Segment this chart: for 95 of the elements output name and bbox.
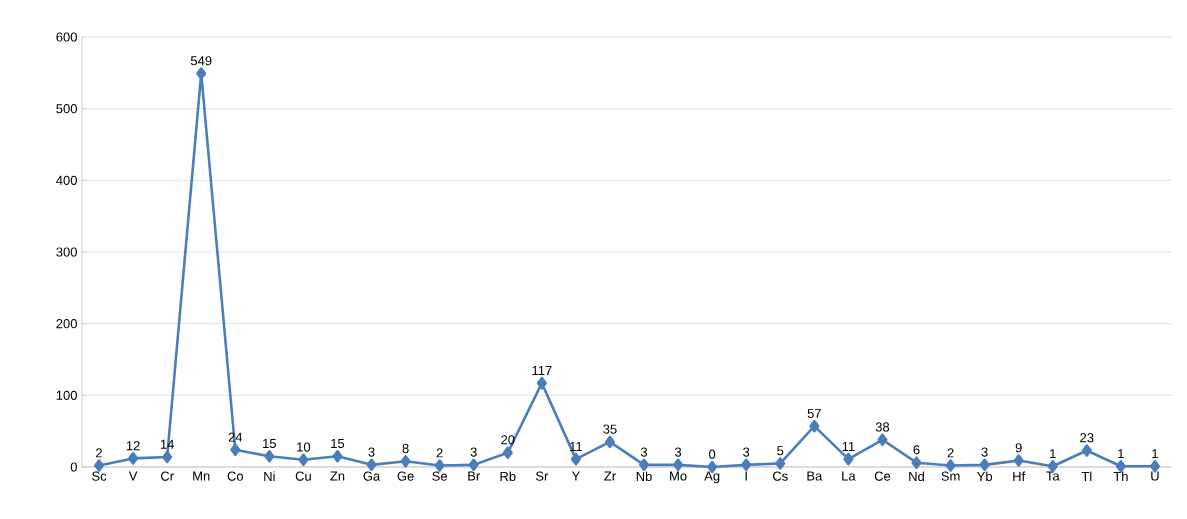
x-tick-label: Mo <box>670 471 687 481</box>
data-label: 117 <box>532 366 552 375</box>
point <box>877 433 888 447</box>
data-label: 3 <box>470 447 477 457</box>
data-label: 549 <box>190 56 212 66</box>
y-tick-label: 0 <box>70 462 77 472</box>
x-tick-label: Mn <box>193 471 210 481</box>
point <box>400 454 411 468</box>
data-label: 8 <box>402 443 409 454</box>
x-tick-label: Ge <box>397 471 414 481</box>
point <box>434 459 445 472</box>
x-tick-label: Cr <box>160 471 174 481</box>
x-tick-label: Sc <box>92 471 107 481</box>
data-label: 1 <box>1050 449 1056 459</box>
x-tick-label: Ta <box>1046 471 1060 481</box>
point <box>162 450 173 464</box>
data-label: 1 <box>1152 449 1158 459</box>
data-label: 12 <box>126 441 140 451</box>
point <box>366 458 377 472</box>
data-label: 2 <box>436 448 443 458</box>
x-tick-label: Th <box>1113 471 1128 481</box>
x-tick-label: Y <box>571 471 580 481</box>
data-label: 3 <box>743 447 750 457</box>
x-tick-label: Sr <box>535 471 549 481</box>
data-label: 11 <box>842 441 855 451</box>
y-tick-label: 200 <box>56 319 77 329</box>
x-tick-label: Ga <box>363 471 381 481</box>
data-label: 3 <box>640 447 648 457</box>
x-tick-label: Co <box>227 471 244 481</box>
point <box>843 452 854 466</box>
data-label: 5 <box>777 446 784 456</box>
x-tick-label: Se <box>432 471 448 481</box>
point <box>1081 444 1092 457</box>
data-label: 15 <box>263 438 277 449</box>
x-tick-label: Ba <box>807 471 823 481</box>
data-label: 0 <box>709 449 716 459</box>
point <box>536 376 547 390</box>
data-label: 1 <box>1118 449 1124 459</box>
data-label: 10 <box>297 442 311 452</box>
data-label: 15 <box>331 438 345 449</box>
y-tick-label: 300 <box>56 247 77 257</box>
data-label: 2 <box>947 448 954 458</box>
x-tick-label: Rb <box>500 471 516 482</box>
x-tick-label: Hf <box>1013 471 1026 481</box>
data-label: 3 <box>981 447 988 457</box>
data-label: 2 <box>96 448 102 458</box>
point <box>298 453 309 467</box>
point <box>196 67 207 80</box>
x-tick-label: Cs <box>772 471 788 481</box>
x-tick-label: Ce <box>874 471 891 481</box>
x-tick-label: Yb <box>976 471 993 482</box>
point <box>230 443 241 457</box>
point <box>93 459 105 472</box>
point <box>775 457 786 470</box>
data-label: 9 <box>1015 443 1022 453</box>
point <box>502 446 513 459</box>
data-label: 3 <box>674 447 682 457</box>
x-tick-label: Ag <box>704 471 720 484</box>
point <box>264 449 275 463</box>
data-label: 3 <box>368 447 375 457</box>
point <box>741 458 752 472</box>
x-tick-label: Zn <box>330 471 345 481</box>
point <box>128 452 139 465</box>
point <box>332 449 343 463</box>
point <box>1013 454 1024 467</box>
point <box>911 456 922 469</box>
x-tick-label: Br <box>468 471 480 481</box>
point <box>809 419 820 433</box>
x-tick-label: Cu <box>295 471 311 481</box>
point <box>673 458 684 472</box>
x-tick-label: Tl <box>1081 471 1092 481</box>
point <box>468 458 479 472</box>
data-label: 6 <box>913 445 920 455</box>
x-tick-label: Nb <box>636 471 652 482</box>
data-label: 38 <box>875 422 890 432</box>
x-tick-label: U <box>1151 471 1159 481</box>
y-tick-label: 400 <box>56 175 77 185</box>
point <box>604 435 616 449</box>
y-tick-label: 100 <box>56 390 77 400</box>
x-tick-label: I <box>745 471 747 481</box>
y-tick-label: 500 <box>56 104 77 114</box>
x-tick-label: Nd <box>909 471 924 482</box>
data-label: 57 <box>807 408 821 418</box>
data-label: 23 <box>1080 433 1094 443</box>
y-tick-label: 600 <box>56 32 77 42</box>
data-label: 35 <box>603 424 617 434</box>
x-tick-label: Zr <box>604 471 616 481</box>
point <box>945 459 956 472</box>
x-tick-label: V <box>128 471 138 481</box>
point <box>979 458 990 472</box>
x-tick-label: Sm <box>941 471 960 481</box>
point <box>570 452 581 466</box>
point <box>638 458 650 472</box>
x-tick-label: La <box>842 471 856 481</box>
x-tick-label: Ni <box>264 471 275 481</box>
